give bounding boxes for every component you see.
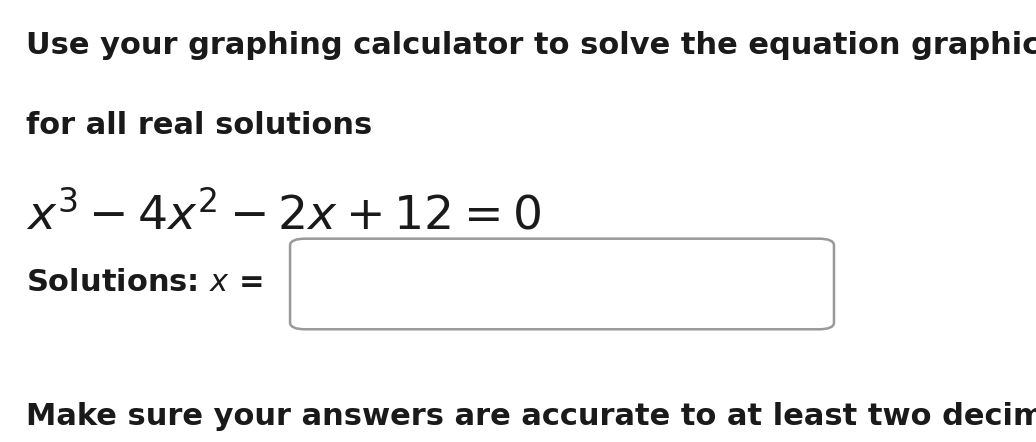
FancyBboxPatch shape xyxy=(290,239,834,329)
Text: Use your graphing calculator to solve the equation graphically: Use your graphing calculator to solve th… xyxy=(26,31,1036,60)
Text: for all real solutions: for all real solutions xyxy=(26,110,372,140)
Text: Make sure your answers are accurate to at least two decimals: Make sure your answers are accurate to a… xyxy=(26,402,1036,431)
Text: Solutions: $x$ =: Solutions: $x$ = xyxy=(26,268,263,297)
Text: $x^3 - 4x^2 - 2x + 12 = 0$: $x^3 - 4x^2 - 2x + 12 = 0$ xyxy=(26,192,541,239)
